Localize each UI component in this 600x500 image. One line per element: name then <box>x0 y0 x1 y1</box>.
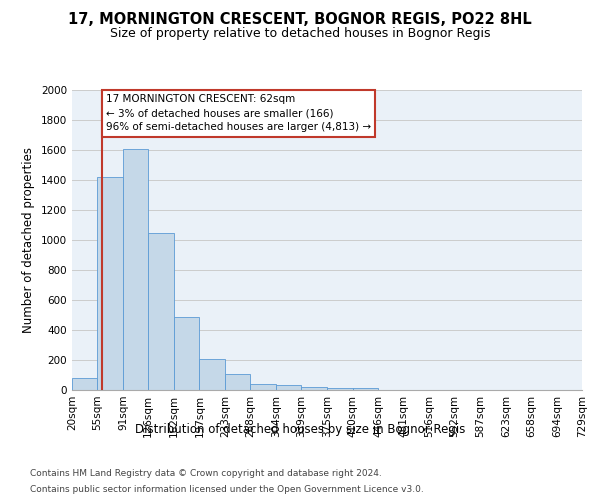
Bar <box>225 374 250 390</box>
Bar <box>199 359 225 390</box>
Bar <box>72 378 97 390</box>
Text: 17 MORNINGTON CRESCENT: 62sqm
← 3% of detached houses are smaller (166)
96% of s: 17 MORNINGTON CRESCENT: 62sqm ← 3% of de… <box>106 94 371 132</box>
Bar <box>328 388 353 390</box>
Bar <box>250 384 276 390</box>
Bar <box>301 386 328 390</box>
Bar <box>97 177 123 390</box>
Text: Size of property relative to detached houses in Bognor Regis: Size of property relative to detached ho… <box>110 28 490 40</box>
Bar <box>123 148 148 390</box>
Text: Contains HM Land Registry data © Crown copyright and database right 2024.: Contains HM Land Registry data © Crown c… <box>30 469 382 478</box>
Y-axis label: Number of detached properties: Number of detached properties <box>22 147 35 333</box>
Bar <box>353 388 379 390</box>
Text: 17, MORNINGTON CRESCENT, BOGNOR REGIS, PO22 8HL: 17, MORNINGTON CRESCENT, BOGNOR REGIS, P… <box>68 12 532 28</box>
Bar <box>174 316 199 390</box>
Bar <box>148 232 174 390</box>
Text: Contains public sector information licensed under the Open Government Licence v3: Contains public sector information licen… <box>30 485 424 494</box>
Text: Distribution of detached houses by size in Bognor Regis: Distribution of detached houses by size … <box>135 422 465 436</box>
Bar <box>276 385 301 390</box>
